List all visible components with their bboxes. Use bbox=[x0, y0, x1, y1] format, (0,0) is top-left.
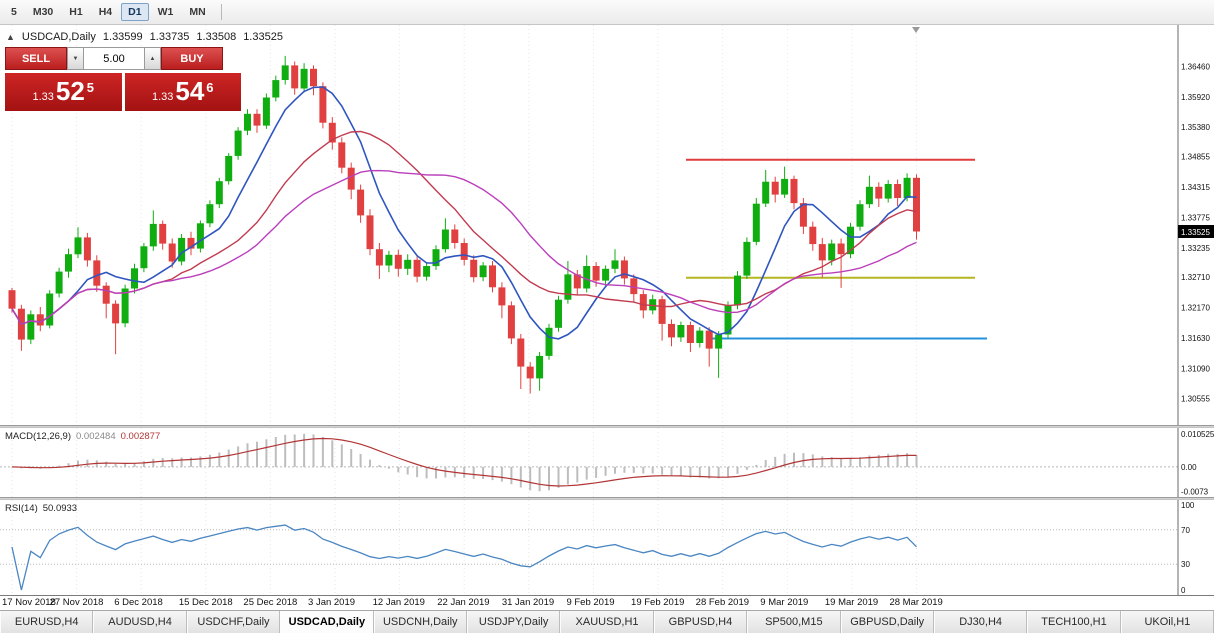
svg-text:0.010525: 0.010525 bbox=[1181, 430, 1214, 439]
date-axis-label: 28 Mar 2019 bbox=[889, 597, 943, 608]
timeframe-button-5[interactable]: 5 bbox=[11, 6, 17, 18]
date-axis-label: 25 Dec 2018 bbox=[243, 597, 298, 608]
macd-pane[interactable]: 0.010525 0.00 -0.0073 MACD(12,26,9) 0.0024… bbox=[0, 428, 1214, 497]
sell-price-pip: 5 bbox=[86, 80, 95, 95]
date-axis-label: 9 Feb 2019 bbox=[566, 597, 615, 608]
rsi-pane[interactable]: 100 70 30 0 RSI(14) 50.0933 bbox=[0, 500, 1214, 595]
sell-button[interactable]: SELL bbox=[5, 47, 67, 70]
chart-tab-gbpusd-daily[interactable]: GBPUSD,Daily bbox=[840, 611, 934, 633]
date-axis-label: 15 Dec 2018 bbox=[178, 597, 233, 608]
svg-text:0.00: 0.00 bbox=[1181, 463, 1197, 472]
one-click-trading-panel: SELL ▼ ▲ BUY 1.33 52 5 1.33 54 6 bbox=[5, 47, 241, 111]
date-axis-label: 19 Feb 2019 bbox=[631, 597, 685, 608]
chart-tab-sp500-m15[interactable]: SP500,M15 bbox=[747, 611, 841, 633]
timeframe-button-m30[interactable]: M30 bbox=[32, 6, 54, 18]
date-axis-label: 17 Nov 2018 bbox=[2, 597, 56, 608]
svg-text:0: 0 bbox=[1181, 586, 1186, 595]
date-axis-label: 27 Nov 2018 bbox=[49, 597, 104, 608]
buy-button[interactable]: BUY bbox=[161, 47, 223, 70]
chart-tab-gbpusd-h4[interactable]: GBPUSD,H4 bbox=[653, 611, 748, 633]
macd-title: MACD(12,26,9) bbox=[5, 431, 71, 442]
rsi-label: RSI(14) 50.0933 bbox=[5, 503, 77, 514]
svg-text:1.31630: 1.31630 bbox=[1181, 334, 1210, 343]
buy-price-button[interactable]: 1.33 54 6 bbox=[124, 73, 241, 111]
ohlc-high-value: 1.33735 bbox=[149, 31, 190, 43]
chart-tab-ukoil-h1[interactable]: UKOil,H1 bbox=[1120, 611, 1214, 633]
svg-text:1.32710: 1.32710 bbox=[1181, 273, 1210, 282]
svg-text:30: 30 bbox=[1181, 560, 1190, 569]
timeframe-button-w1[interactable]: W1 bbox=[157, 6, 174, 18]
chart-tab-dj30-h4[interactable]: DJ30,H4 bbox=[933, 611, 1028, 633]
main-chart-canvas[interactable]: 1.36460 1.35920 1.35380 1.34855 1.34315 1.337… bbox=[0, 25, 1214, 425]
rsi-canvas[interactable]: 100 70 30 0 bbox=[0, 500, 1214, 595]
buy-price-main: 54 bbox=[175, 76, 205, 106]
svg-text:1.31090: 1.31090 bbox=[1181, 364, 1210, 373]
rsi-title: RSI(14) bbox=[5, 503, 38, 514]
ohlc-open-value: 1.33599 bbox=[102, 31, 143, 43]
svg-text:-0.0073: -0.0073 bbox=[1181, 487, 1209, 496]
svg-text:100: 100 bbox=[1181, 501, 1195, 510]
timeframe-button-d1[interactable]: D1 bbox=[121, 3, 149, 21]
one-click-panel-toggle-icon[interactable]: ▲ bbox=[6, 31, 15, 42]
volume-input[interactable] bbox=[84, 47, 144, 70]
date-axis-label: 22 Jan 2019 bbox=[437, 597, 490, 608]
chart-tab-eurusd-h4[interactable]: EURUSD,H4 bbox=[0, 611, 94, 633]
date-axis-label: 31 Jan 2019 bbox=[501, 597, 555, 608]
svg-text:70: 70 bbox=[1181, 526, 1190, 535]
chart-tab-xauusd-h1[interactable]: XAUUSD,H1 bbox=[560, 611, 654, 633]
sell-price-prefix: 1.33 bbox=[32, 91, 54, 103]
chart-tab-usdjpy-daily[interactable]: USDJPY,Daily bbox=[466, 611, 561, 633]
buy-price-prefix: 1.33 bbox=[151, 91, 174, 103]
rsi-value: 50.0933 bbox=[42, 503, 78, 514]
trade-prices-row: 1.33 52 5 1.33 54 6 bbox=[5, 73, 241, 111]
svg-text:1.33525: 1.33525 bbox=[1181, 228, 1210, 237]
timeframe-toolbar: 5 M30 H1 H4 D1 W1 MN bbox=[0, 0, 1214, 25]
chart-header: ▲ USDCAD,Daily 1.33599 1.33735 1.33508 1… bbox=[6, 31, 283, 43]
date-axis-label: 28 Feb 2019 bbox=[695, 597, 750, 608]
volume-increase-button[interactable]: ▲ bbox=[144, 47, 161, 70]
timeframe-button-mn[interactable]: MN bbox=[189, 6, 206, 18]
chart-tab-usdchf-daily[interactable]: USDCHF,Daily bbox=[186, 611, 281, 633]
toolbar-separator bbox=[220, 4, 222, 20]
svg-text:1.33235: 1.33235 bbox=[1181, 244, 1210, 253]
chart-tab-audusd-h4[interactable]: AUDUSD,H4 bbox=[93, 611, 187, 633]
timeframe-buttons: 5 M30 H1 H4 D1 W1 MN bbox=[4, 3, 213, 21]
svg-text:1.34315: 1.34315 bbox=[1181, 183, 1210, 192]
date-axis-label: 9 Mar 2019 bbox=[760, 597, 809, 608]
date-axis-label: 3 Jan 2019 bbox=[308, 597, 356, 608]
buy-price-pip: 6 bbox=[206, 80, 214, 95]
svg-text:1.33775: 1.33775 bbox=[1181, 213, 1210, 222]
ohlc-low-value: 1.33508 bbox=[196, 31, 237, 43]
svg-text:1.32170: 1.32170 bbox=[1181, 304, 1210, 313]
chart-tab-tech100-h1[interactable]: TECH100,H1 bbox=[1027, 611, 1121, 633]
chart-tabs-bar: EURUSD,H4 AUDUSD,H4 USDCHF,Daily USDCAD,Dai… bbox=[0, 610, 1214, 633]
svg-text:1.34855: 1.34855 bbox=[1181, 153, 1210, 162]
date-axis-label: 19 Mar 2019 bbox=[824, 597, 879, 608]
volume-decrease-button[interactable]: ▼ bbox=[67, 47, 84, 70]
date-axis-label: 6 Dec 2018 bbox=[114, 597, 163, 608]
ohlc-close-value: 1.33525 bbox=[243, 31, 283, 43]
svg-text:1.30555: 1.30555 bbox=[1181, 394, 1210, 403]
chart-symbol-label: USDCAD,Daily bbox=[21, 31, 96, 43]
chart-tab-usdcad-daily[interactable]: USDCAD,Daily bbox=[280, 611, 374, 633]
trade-controls-row: SELL ▼ ▲ BUY bbox=[5, 47, 241, 70]
time-axis[interactable]: 17 Nov 2018 27 Nov 2018 6 Dec 2018 15 Dec 2… bbox=[0, 595, 1214, 610]
svg-text:1.35380: 1.35380 bbox=[1181, 123, 1210, 132]
timeframe-button-h4[interactable]: H4 bbox=[98, 6, 113, 18]
date-axis-label: 12 Jan 2019 bbox=[372, 597, 425, 608]
macd-value-main: 0.002484 bbox=[76, 431, 116, 442]
main-chart-pane[interactable]: 1.36460 1.35920 1.35380 1.34855 1.34315 1.337… bbox=[0, 25, 1214, 425]
sell-price-main: 52 bbox=[55, 76, 85, 106]
macd-canvas[interactable]: 0.010525 0.00 -0.0073 bbox=[0, 428, 1214, 497]
sell-price-button[interactable]: 1.33 52 5 bbox=[5, 73, 122, 111]
pane-splitter[interactable] bbox=[0, 497, 1214, 500]
svg-text:1.36460: 1.36460 bbox=[1181, 63, 1210, 72]
pane-splitter[interactable] bbox=[0, 425, 1214, 428]
svg-text:1.35920: 1.35920 bbox=[1181, 93, 1210, 102]
macd-value-signal: 0.002877 bbox=[120, 431, 161, 442]
macd-label: MACD(12,26,9) 0.002484 0.002877 bbox=[5, 431, 160, 442]
chart-tab-usdcnh-daily[interactable]: USDCNH,Daily bbox=[373, 611, 467, 633]
timeframe-button-h1[interactable]: H1 bbox=[69, 6, 83, 18]
